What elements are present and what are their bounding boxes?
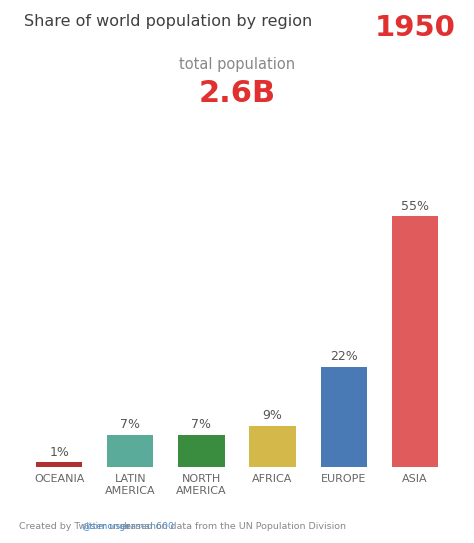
- Bar: [107, 435, 154, 467]
- Text: 7%: 7%: [120, 419, 140, 432]
- Text: 55%: 55%: [401, 200, 429, 213]
- Text: 1%: 1%: [49, 446, 69, 459]
- Text: 1950: 1950: [374, 14, 456, 42]
- Bar: [392, 217, 438, 467]
- Text: @simongerman600: @simongerman600: [82, 522, 174, 531]
- Text: based on data from the UN Population Division: based on data from the UN Population Div…: [120, 522, 346, 531]
- Text: Share of world population by region: Share of world population by region: [24, 14, 322, 29]
- Text: 9%: 9%: [263, 409, 283, 422]
- Text: 22%: 22%: [330, 350, 357, 363]
- Text: Created by Twitter user: Created by Twitter user: [19, 522, 133, 531]
- Bar: [320, 367, 367, 467]
- Text: 2.6B: 2.6B: [199, 79, 275, 108]
- Bar: [249, 426, 296, 467]
- Text: 7%: 7%: [191, 419, 211, 432]
- Bar: [36, 463, 82, 467]
- Bar: [178, 435, 225, 467]
- Text: total population: total population: [179, 57, 295, 72]
